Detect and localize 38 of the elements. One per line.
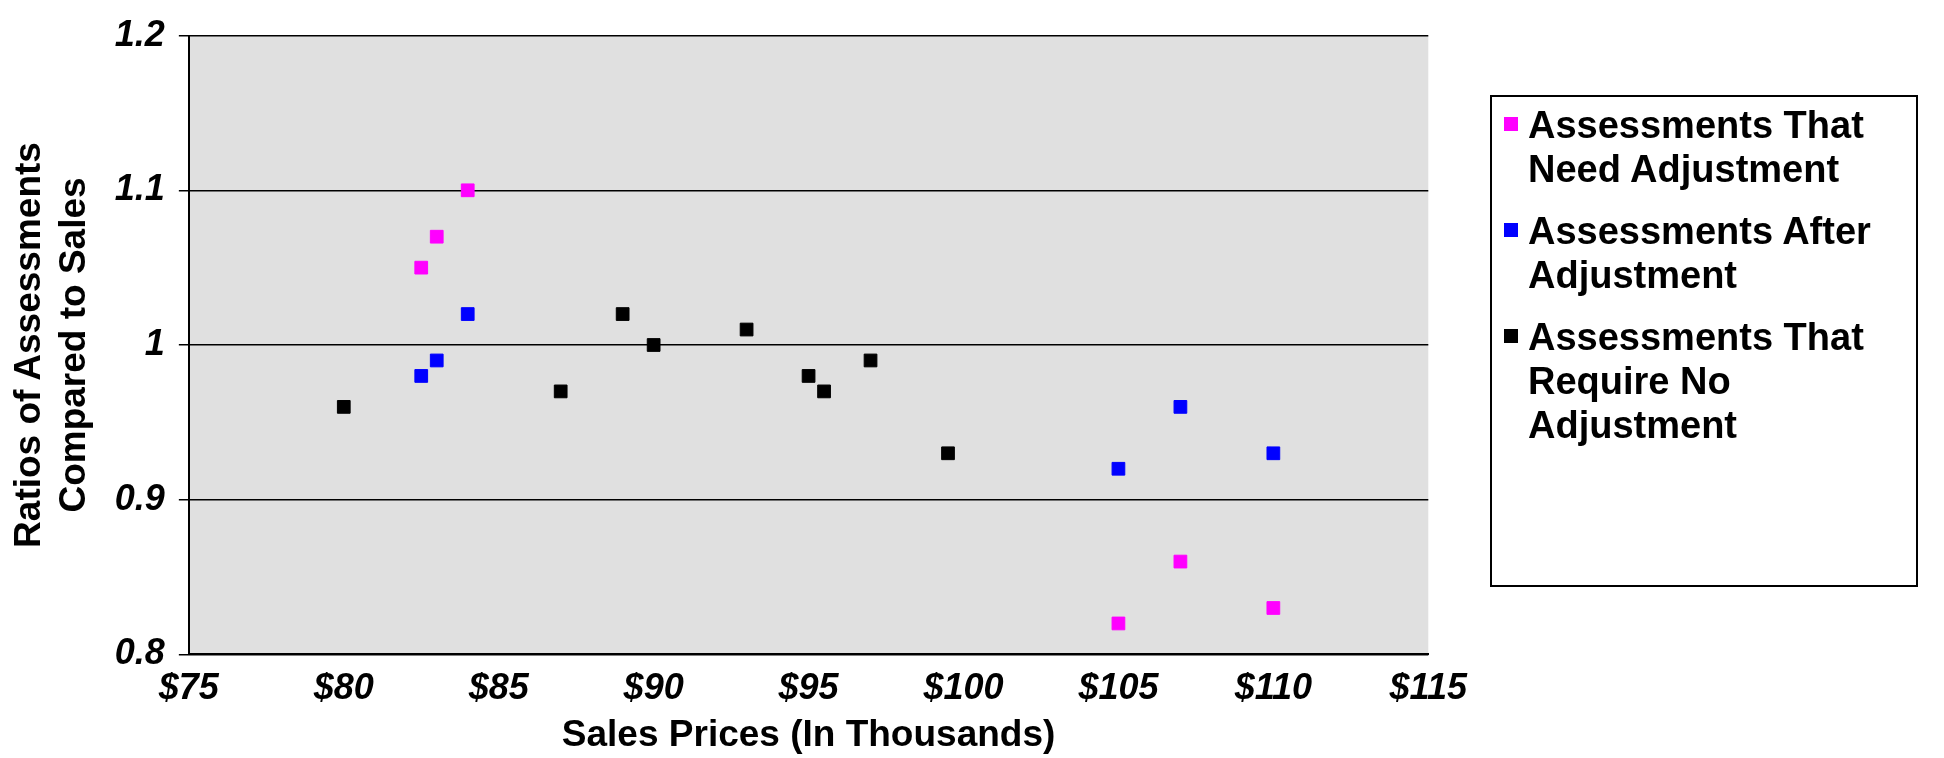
point <box>941 446 955 461</box>
legend-label: Assessments That Need Adjustment <box>1528 103 1865 191</box>
y-axis-title: Ratios of Assessments Compared to Sales <box>7 142 93 548</box>
x-tick-label: $85 <box>467 665 530 707</box>
point <box>414 369 429 383</box>
y-tick-label: 1.1 <box>114 167 165 209</box>
x-tick-label: $100 <box>922 665 1004 707</box>
point <box>817 384 831 399</box>
y-tick-label: 1 <box>144 321 165 363</box>
point <box>1173 554 1188 569</box>
point <box>429 229 444 244</box>
point <box>646 338 661 352</box>
point <box>1111 461 1126 476</box>
point <box>1173 400 1188 414</box>
point <box>336 400 351 414</box>
y-tick-label: 0.9 <box>114 476 165 518</box>
point <box>414 260 429 275</box>
legend-label: Assessments That Require No Adjustment <box>1528 315 1865 447</box>
point <box>615 307 630 321</box>
x-tick-label: $80 <box>312 665 374 707</box>
point <box>553 384 568 399</box>
point <box>1266 601 1281 615</box>
point <box>460 307 475 321</box>
x-tick-label: $105 <box>1077 665 1160 707</box>
point <box>863 353 878 368</box>
point <box>1111 616 1126 631</box>
legend-label: Assessments After Adjustment <box>1528 209 1872 297</box>
point <box>739 322 754 337</box>
x-tick-label: $90 <box>622 665 684 707</box>
y-tick-label: 1.2 <box>114 12 165 54</box>
point <box>460 183 475 198</box>
x-axis-title: Sales Prices (In Thousands) <box>561 713 1056 754</box>
x-tick-label: $110 <box>1233 665 1313 707</box>
point <box>429 353 444 368</box>
x-tick-label: $95 <box>777 665 840 707</box>
point <box>1266 446 1281 461</box>
point <box>801 369 816 383</box>
x-tick-label: $115 <box>1388 665 1468 707</box>
